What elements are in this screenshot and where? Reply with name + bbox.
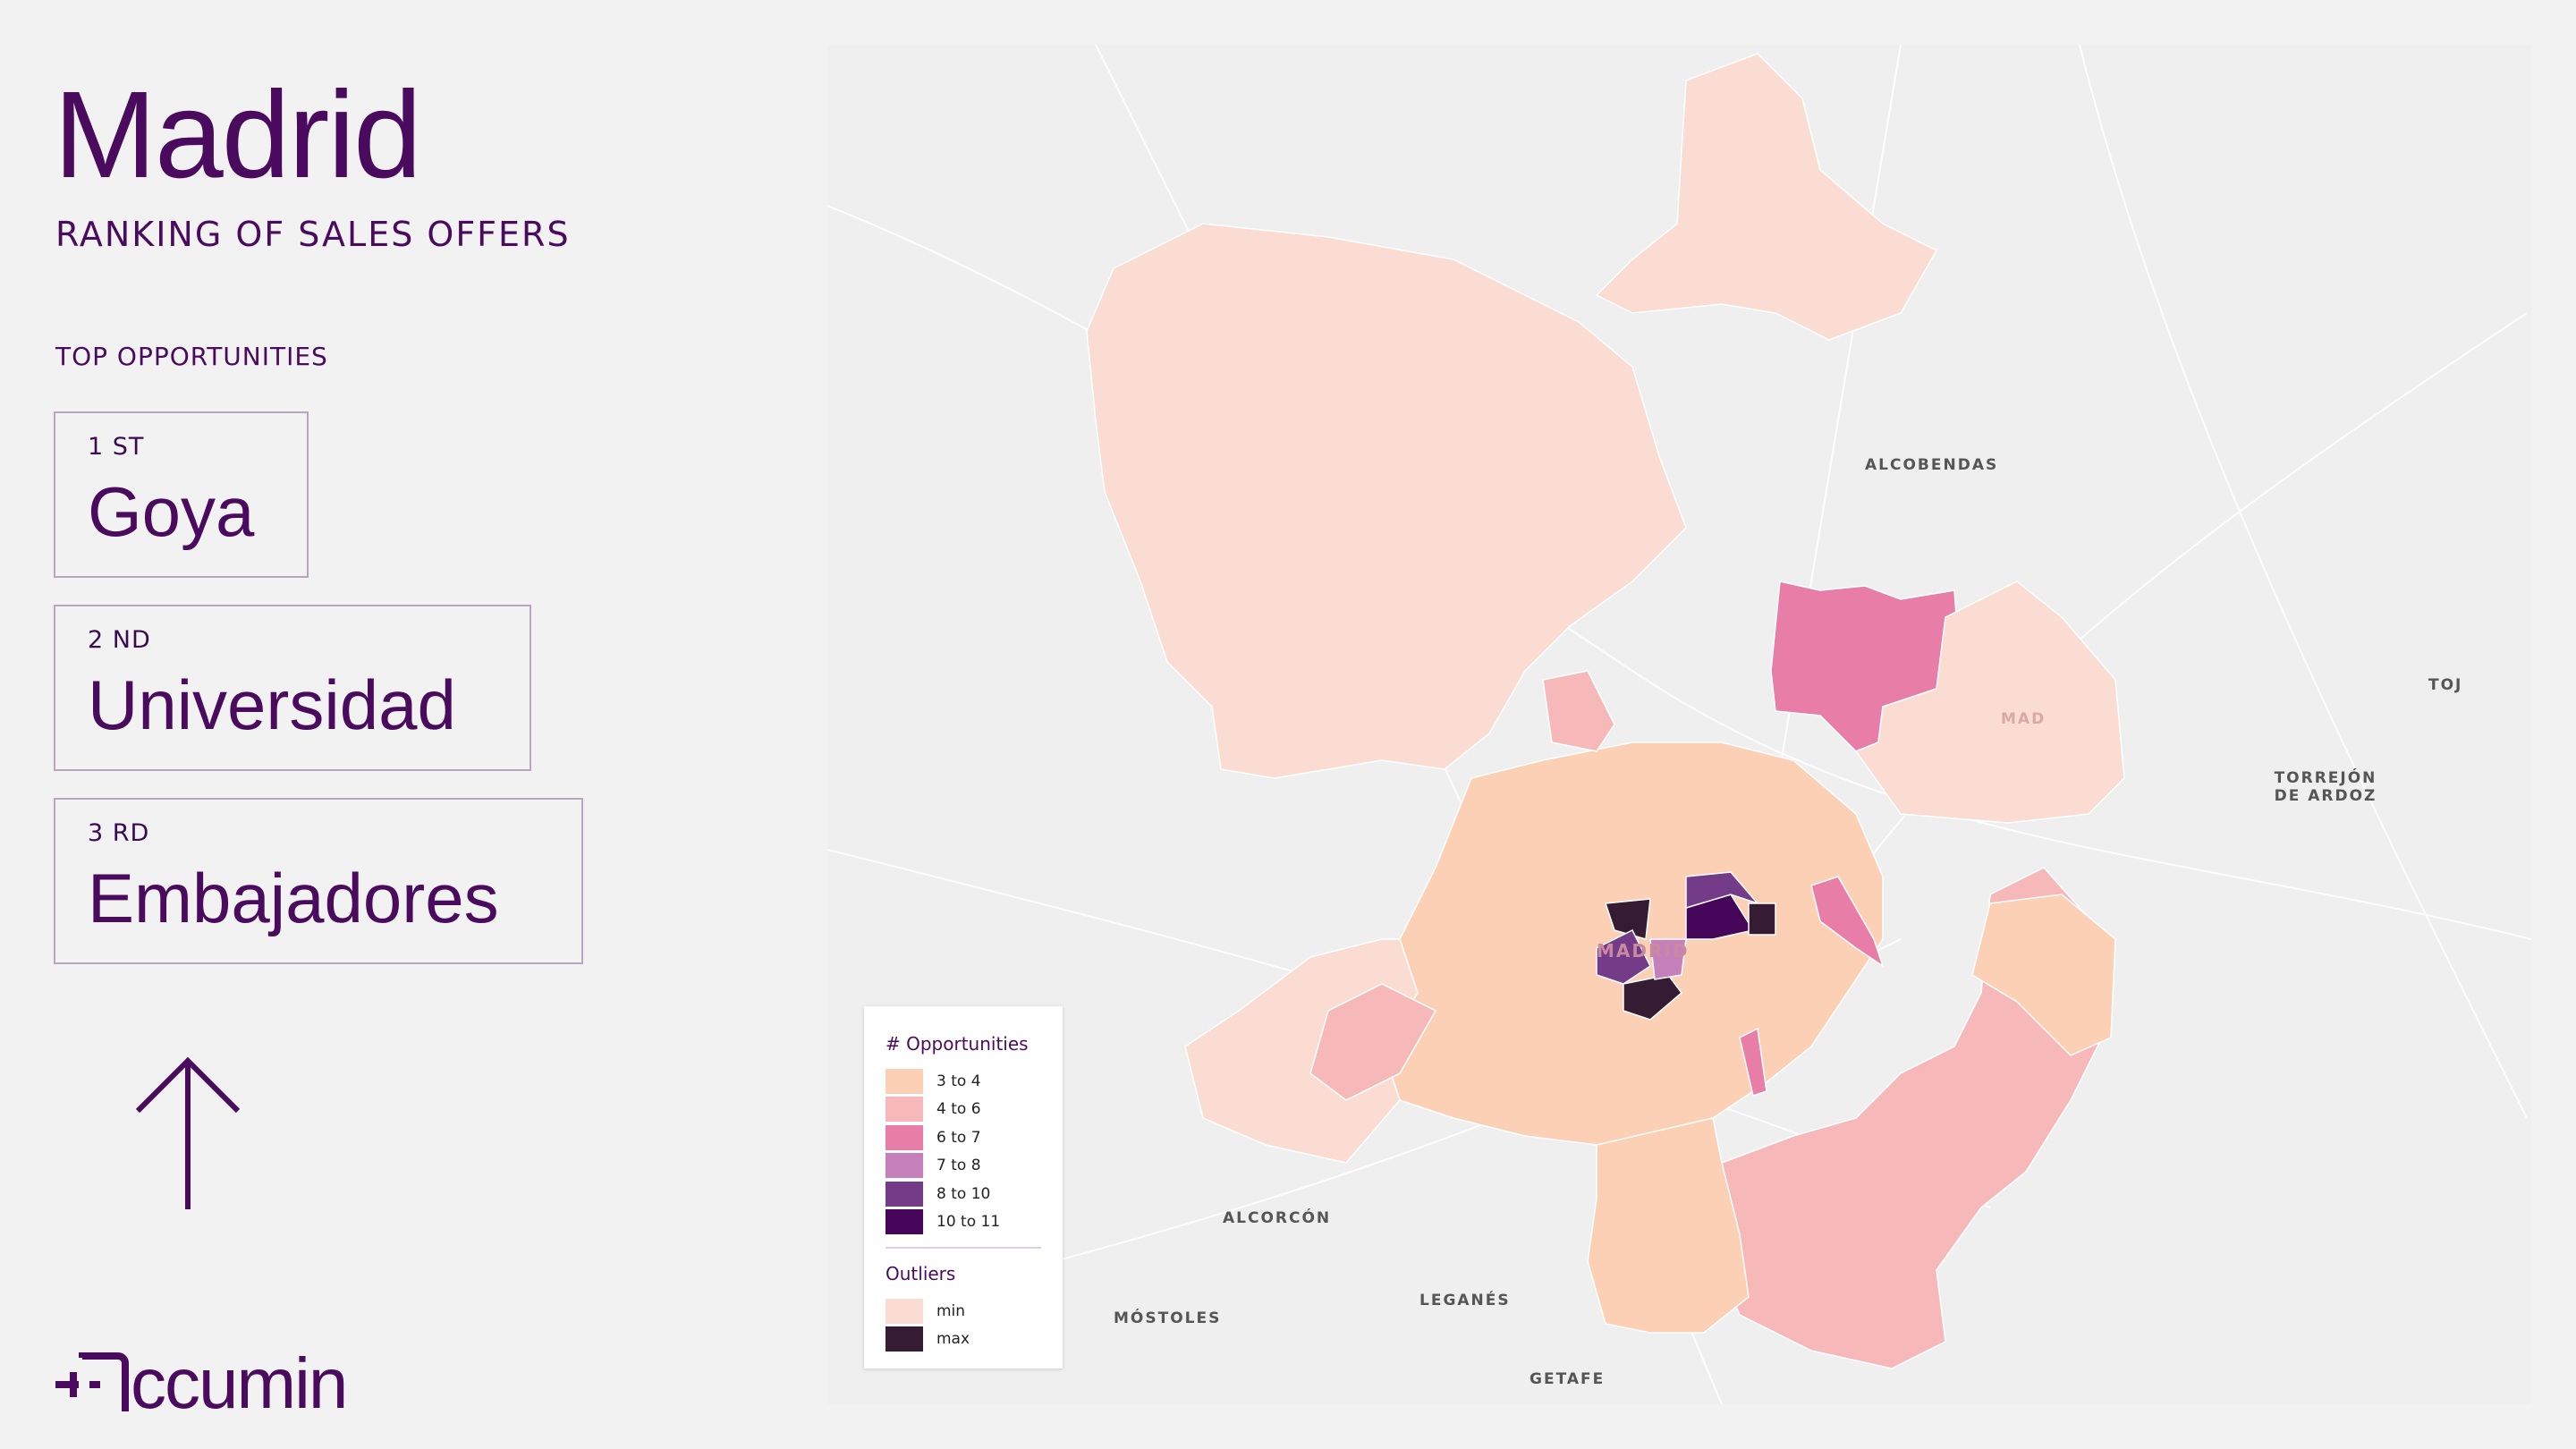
- district-tetuan: [1542, 670, 1615, 752]
- district-latina: [1309, 983, 1437, 1101]
- ranking-card-2[interactable]: 2 ND Universidad: [54, 605, 531, 771]
- place-label-alcobendas: ALCOBENDAS: [1865, 456, 1999, 474]
- legend-swatch: [886, 1326, 923, 1352]
- legend-label: max: [936, 1330, 970, 1349]
- legend-item: 10 to 11: [886, 1208, 1041, 1237]
- legend-item: 7 to 8: [886, 1152, 1041, 1181]
- district-east: [1971, 894, 2116, 1056]
- legend-title: # Opportunities: [886, 1033, 1029, 1055]
- district-center-max3: [1748, 902, 1776, 936]
- place-label-leganes: LEGANÉS: [1419, 1292, 1511, 1309]
- district-center-7to8: [1649, 938, 1687, 980]
- rank-name: Universidad: [88, 665, 456, 744]
- legend-swatch: [886, 1068, 923, 1094]
- district-center-8to10: [1685, 871, 1760, 910]
- place-label-torrejon-partial: TOJ: [2428, 676, 2463, 694]
- section-title: TOP OPPORTUNITIES: [55, 342, 328, 371]
- district-center-max1: [1604, 898, 1651, 940]
- rank-position: 2 ND: [88, 626, 151, 654]
- district-center-universidad: [1596, 928, 1651, 985]
- legend-item: 8 to 10: [886, 1180, 1041, 1208]
- rank-position: 3 RD: [88, 819, 150, 847]
- place-label-getafe: GETAFE: [1530, 1370, 1606, 1388]
- legend-divider: [886, 1247, 1041, 1249]
- legend-label: 8 to 10: [936, 1184, 991, 1203]
- place-label-madrid-east: MAD: [2001, 710, 2046, 728]
- legend-swatch: [886, 1181, 923, 1207]
- legend-label: min: [936, 1301, 966, 1320]
- arrow-up-icon: [134, 1055, 242, 1216]
- place-label-torrejon: TORREJÓN DE ARDOZ: [2274, 769, 2377, 805]
- legend-label: 10 to 11: [936, 1213, 1001, 1232]
- legend-item: min: [886, 1297, 1041, 1326]
- legend-swatch: [886, 1097, 923, 1123]
- rank-name: Embajadores: [88, 859, 499, 937]
- legend-label: 4 to 6: [936, 1100, 981, 1119]
- place-label-alcorcon: ALCORCÓN: [1223, 1209, 1332, 1227]
- legend-item: max: [886, 1326, 1041, 1354]
- map-canvas: [827, 45, 2531, 1404]
- legend-swatch: [886, 1209, 923, 1235]
- place-label-madrid: MADRID: [1597, 940, 1690, 962]
- legend-label: 3 to 4: [936, 1072, 981, 1090]
- legend-item: 3 to 4: [886, 1067, 1041, 1096]
- map-legend: # Opportunities 3 to 4 4 to 6 6 to 7 7 t…: [864, 1006, 1063, 1368]
- svg-text:ccumin: ccumin: [131, 1343, 346, 1413]
- legend-item: 4 to 6: [886, 1096, 1041, 1124]
- legend-swatch: [886, 1124, 923, 1150]
- place-label-mostoles: MÓSTOLES: [1114, 1309, 1222, 1327]
- district-moratalaz: [1739, 1027, 1767, 1097]
- page-title: Madrid: [54, 66, 422, 204]
- legend-label: 6 to 7: [936, 1128, 981, 1147]
- ranking-card-3[interactable]: 3 RD Embajadores: [54, 798, 583, 964]
- district-barajas: [1854, 580, 2125, 824]
- district-south: [1587, 1117, 1750, 1334]
- ranking-card-1[interactable]: 1 ST Goya: [54, 411, 309, 578]
- legend-swatch: [886, 1298, 923, 1324]
- legend-swatch: [886, 1153, 923, 1179]
- choropleth-map[interactable]: ALCOBENDAS MAD TOJ TORREJÓN DE ARDOZ ALC…: [827, 45, 2531, 1404]
- district-north: [1086, 223, 1687, 779]
- rank-name: Goya: [88, 472, 255, 551]
- legend-item: 6 to 7: [886, 1123, 1041, 1152]
- page-subtitle: RANKING OF SALES OFFERS: [55, 215, 571, 254]
- legend-outliers-title: Outliers: [886, 1263, 956, 1284]
- legend-label: 7 to 8: [936, 1157, 981, 1175]
- rank-position: 1 ST: [88, 433, 145, 461]
- district-northeast-hills: [1595, 53, 1938, 341]
- accumin-logo: ccumin: [54, 1342, 349, 1431]
- district-salamanca: [1810, 876, 1885, 968]
